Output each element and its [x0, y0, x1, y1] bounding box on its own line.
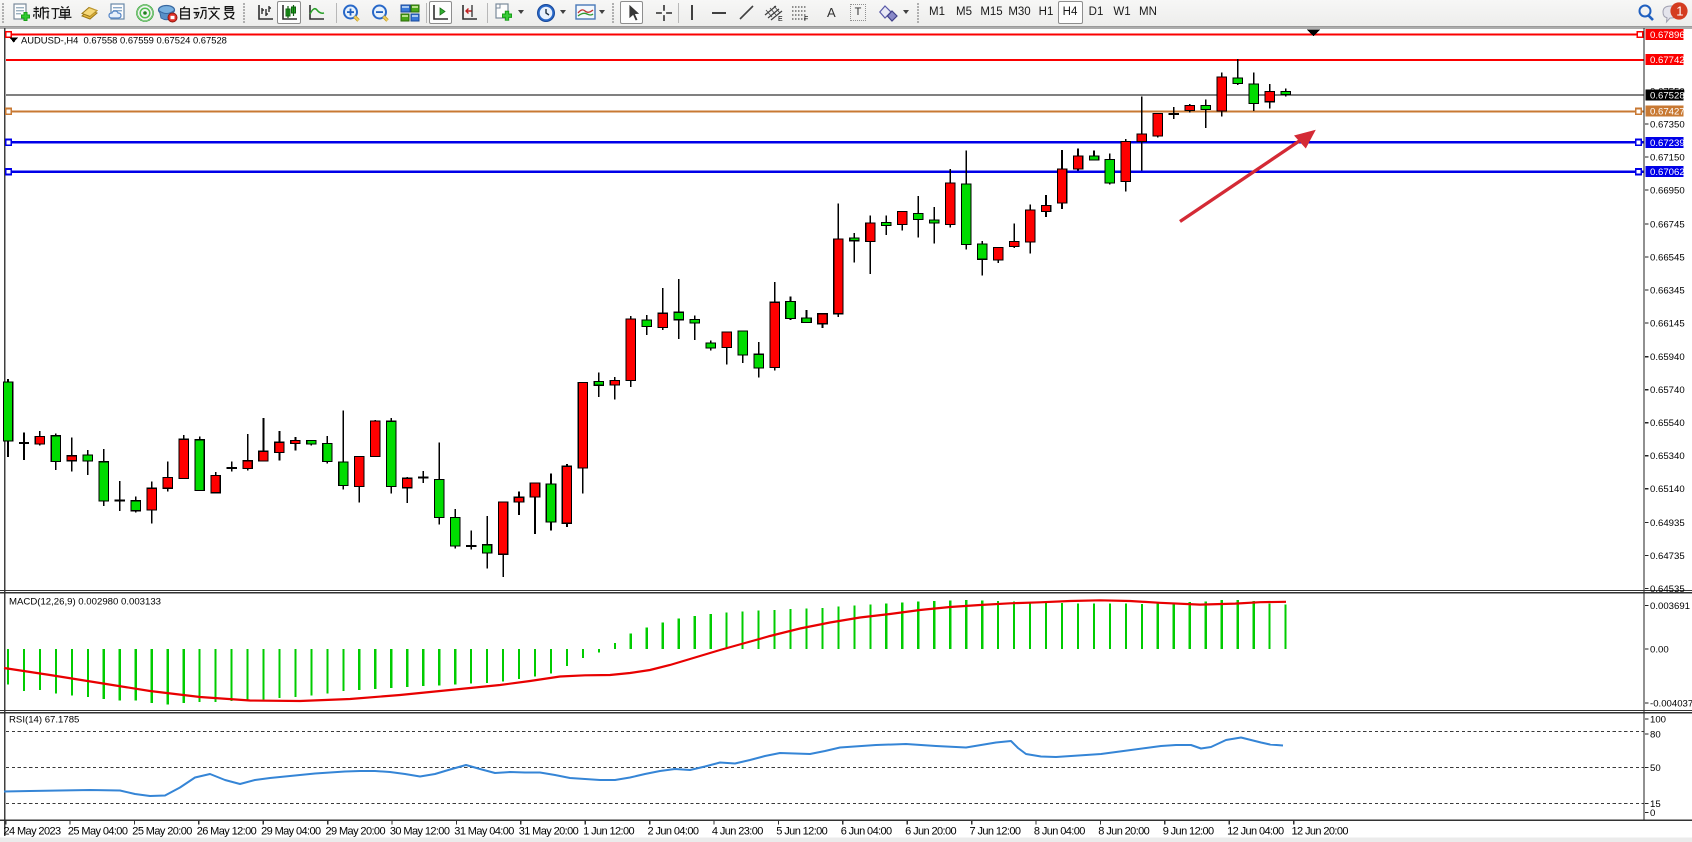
svg-text:12 Jun 20:00: 12 Jun 20:00: [1292, 825, 1349, 837]
svg-text:0.67350: 0.67350: [1650, 120, 1685, 131]
svg-text:31 May 04:00: 31 May 04:00: [454, 825, 514, 837]
svg-text:0.65340: 0.65340: [1650, 451, 1685, 462]
svg-text:E: E: [778, 16, 783, 22]
svg-text:8 Jun 04:00: 8 Jun 04:00: [1034, 825, 1085, 837]
svg-text:31 May 20:00: 31 May 20:00: [519, 825, 579, 837]
svg-text:6 Jun 20:00: 6 Jun 20:00: [905, 825, 956, 837]
svg-text:MACD(12,26,9) 0.002980 0.00313: MACD(12,26,9) 0.002980 0.003133: [9, 597, 161, 608]
svg-text:0.66950: 0.66950: [1650, 186, 1685, 197]
svg-text:0.64735: 0.64735: [1650, 551, 1685, 562]
svg-text:0.003691: 0.003691: [1650, 601, 1690, 612]
svg-text:8 Jun 20:00: 8 Jun 20:00: [1098, 825, 1149, 837]
svg-text:0.65540: 0.65540: [1650, 418, 1685, 429]
svg-text:0: 0: [1650, 808, 1655, 819]
svg-text:0.64935: 0.64935: [1650, 518, 1685, 529]
svg-text:0.66345: 0.66345: [1650, 285, 1685, 296]
svg-text:2 Jun 04:00: 2 Jun 04:00: [648, 825, 699, 837]
svg-text:0.66545: 0.66545: [1650, 252, 1685, 263]
svg-text:29 May 20:00: 29 May 20:00: [326, 825, 386, 837]
svg-text:F: F: [804, 16, 808, 22]
svg-text:0.66745: 0.66745: [1650, 219, 1685, 230]
svg-text:0.67239: 0.67239: [1650, 138, 1685, 149]
svg-text:0.00: 0.00: [1650, 644, 1669, 655]
svg-text:25 May 20:00: 25 May 20:00: [132, 825, 192, 837]
svg-text:9 Jun 12:00: 9 Jun 12:00: [1163, 825, 1214, 837]
svg-text:0.67427: 0.67427: [1650, 107, 1685, 118]
svg-text:50: 50: [1650, 763, 1661, 774]
svg-text:0.65140: 0.65140: [1650, 484, 1685, 495]
svg-text:100: 100: [1650, 714, 1666, 725]
svg-text:0.65740: 0.65740: [1650, 385, 1685, 396]
svg-text:0.67528: 0.67528: [1650, 91, 1685, 102]
svg-text:29 May 04:00: 29 May 04:00: [261, 825, 321, 837]
svg-text:0.67896: 0.67896: [1650, 30, 1685, 41]
svg-text:4 Jun 23:00: 4 Jun 23:00: [712, 825, 763, 837]
svg-text:7 Jun 12:00: 7 Jun 12:00: [970, 825, 1021, 837]
svg-text:6 Jun 04:00: 6 Jun 04:00: [841, 825, 892, 837]
svg-text:5 Jun 12:00: 5 Jun 12:00: [776, 825, 827, 837]
svg-text:25 May 04:00: 25 May 04:00: [68, 825, 128, 837]
svg-text:30 May 12:00: 30 May 12:00: [390, 825, 450, 837]
svg-text:12 Jun 04:00: 12 Jun 04:00: [1227, 825, 1284, 837]
svg-text:24 May 2023: 24 May 2023: [4, 825, 61, 837]
svg-text:AUDUSD-,H4 0.67558 0.67559 0.: AUDUSD-,H4 0.67558 0.67559 0.67524 0.675…: [21, 35, 227, 46]
svg-text:15: 15: [1650, 799, 1661, 810]
svg-text:0.64535: 0.64535: [1650, 584, 1685, 595]
svg-text:0.67150: 0.67150: [1650, 153, 1685, 164]
svg-text:0.66145: 0.66145: [1650, 318, 1685, 329]
svg-text:0.67062: 0.67062: [1650, 167, 1685, 178]
svg-text:0.65940: 0.65940: [1650, 352, 1685, 363]
svg-text:-0.004037: -0.004037: [1650, 698, 1692, 709]
svg-text:1 Jun 12:00: 1 Jun 12:00: [583, 825, 634, 837]
svg-text:RSI(14) 67.1785: RSI(14) 67.1785: [9, 715, 79, 726]
svg-text:80: 80: [1650, 729, 1661, 740]
svg-text:0.67742: 0.67742: [1650, 55, 1685, 66]
svg-text:26 May 12:00: 26 May 12:00: [197, 825, 257, 837]
svg-text:1: 1: [1676, 3, 1683, 18]
